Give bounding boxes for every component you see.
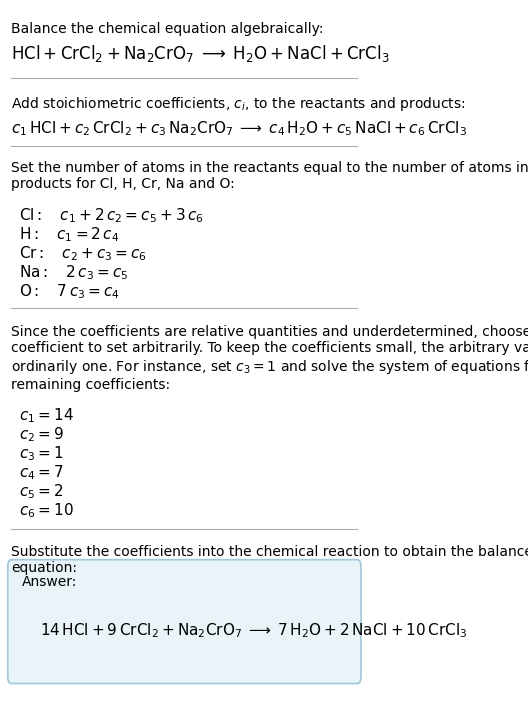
- Text: $\mathrm{Cr:}\quad c_2 + c_3 = c_6$: $\mathrm{Cr:}\quad c_2 + c_3 = c_6$: [18, 244, 147, 263]
- Text: $14\,\mathrm{HCl} + 9\,\mathrm{CrCl_2} + \mathrm{Na_2CrO_7} \;\longrightarrow\; : $14\,\mathrm{HCl} + 9\,\mathrm{CrCl_2} +…: [40, 621, 468, 639]
- Text: $c_5 = 2$: $c_5 = 2$: [18, 483, 63, 501]
- Text: $\mathrm{O:}\quad 7\,c_3 = c_4$: $\mathrm{O:}\quad 7\,c_3 = c_4$: [18, 282, 119, 301]
- Text: $\mathrm{Cl:}\quad c_1 + 2\,c_2 = c_5 + 3\,c_6$: $\mathrm{Cl:}\quad c_1 + 2\,c_2 = c_5 + …: [18, 206, 203, 225]
- Text: Answer:: Answer:: [22, 575, 78, 589]
- Text: $c_1\,\mathrm{HCl} + c_2\,\mathrm{CrCl_2} + c_3\,\mathrm{Na_2CrO_7} \;\longright: $c_1\,\mathrm{HCl} + c_2\,\mathrm{CrCl_2…: [12, 119, 467, 137]
- FancyBboxPatch shape: [8, 560, 361, 684]
- Text: $c_4 = 7$: $c_4 = 7$: [18, 463, 63, 482]
- Text: Since the coefficients are relative quantities and underdetermined, choose a
coe: Since the coefficients are relative quan…: [12, 325, 528, 392]
- Text: Balance the chemical equation algebraically:: Balance the chemical equation algebraica…: [12, 22, 324, 36]
- Text: $c_2 = 9$: $c_2 = 9$: [18, 425, 63, 444]
- Text: $\mathrm{H:}\quad c_1 = 2\,c_4$: $\mathrm{H:}\quad c_1 = 2\,c_4$: [18, 225, 119, 243]
- Text: $\mathrm{Na:}\quad 2\,c_3 = c_5$: $\mathrm{Na:}\quad 2\,c_3 = c_5$: [18, 263, 128, 282]
- Text: $\mathrm{HCl + CrCl_2 + Na_2CrO_7 \;\longrightarrow\; H_2O + NaCl + CrCl_3}$: $\mathrm{HCl + CrCl_2 + Na_2CrO_7 \;\lon…: [12, 43, 390, 64]
- Text: Add stoichiometric coefficients, $c_i$, to the reactants and products:: Add stoichiometric coefficients, $c_i$, …: [12, 95, 466, 112]
- Text: $c_6 = 10$: $c_6 = 10$: [18, 502, 73, 521]
- Text: $c_3 = 1$: $c_3 = 1$: [18, 445, 63, 463]
- Text: Substitute the coefficients into the chemical reaction to obtain the balanced
eq: Substitute the coefficients into the che…: [12, 545, 528, 575]
- Text: $c_1 = 14$: $c_1 = 14$: [18, 406, 73, 425]
- Text: Set the number of atoms in the reactants equal to the number of atoms in the
pro: Set the number of atoms in the reactants…: [12, 161, 528, 191]
